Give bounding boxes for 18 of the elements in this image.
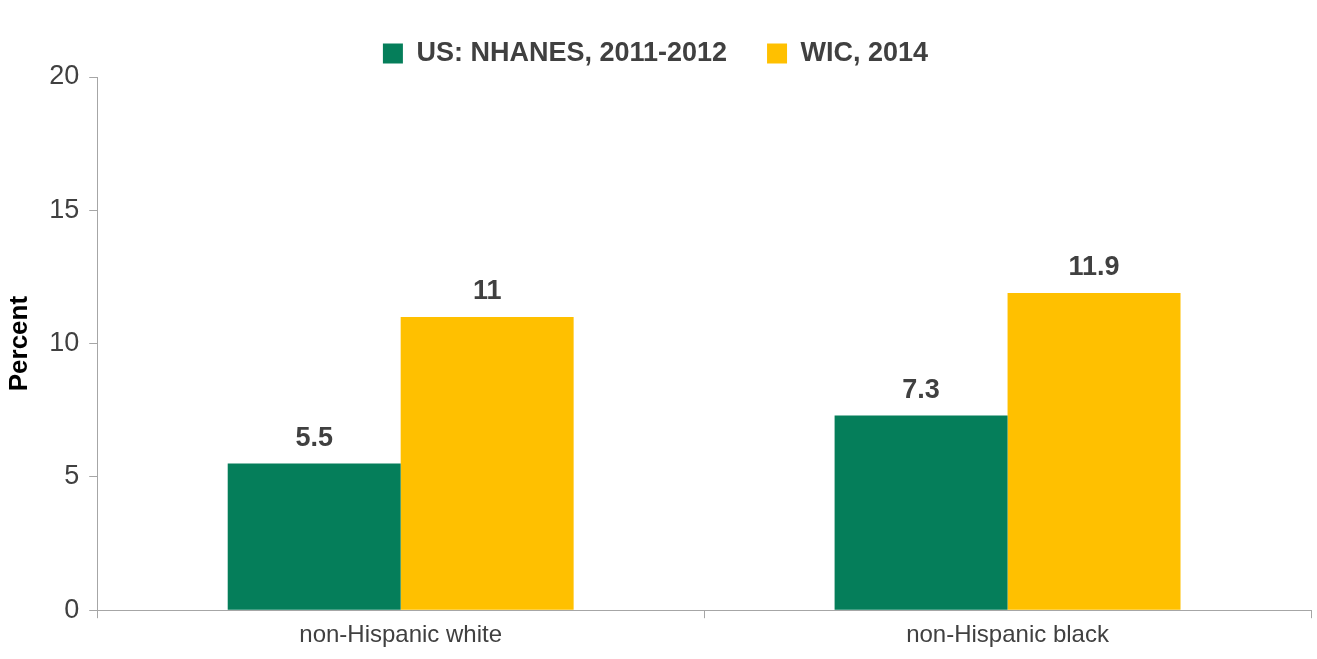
y-axis-title: Percent [2,295,33,392]
data-label: 11 [472,274,502,305]
bar [400,316,574,610]
y-tick-label: 10 [49,327,80,358]
y-tick-label: 15 [49,193,80,224]
bar [227,463,401,610]
bar [1007,292,1181,610]
x-tick-label: non-Hispanic black [906,620,1110,648]
x-tick-label: non-Hispanic white [299,620,503,648]
y-tick-label: 5 [64,460,80,491]
legend-label: WIC, 2014 [800,36,929,67]
data-label: 7.3 [902,373,940,404]
data-label: 5.5 [295,421,333,452]
y-tick-label: 0 [64,593,80,624]
bar [834,415,1008,610]
data-label: 11.9 [1068,250,1120,281]
y-tick-label: 20 [49,60,80,91]
legend-label: US: NHANES, 2011-2012 [416,36,728,67]
